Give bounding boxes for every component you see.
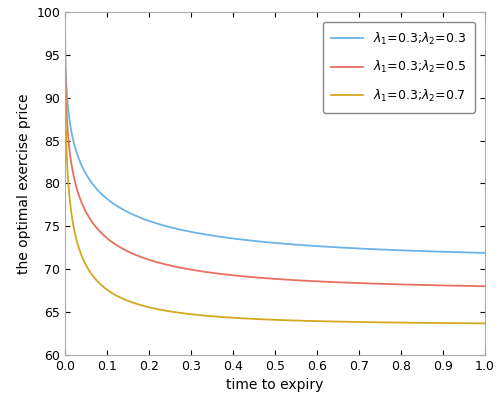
Line: $\lambda_1$=0.3;$\lambda_2$=0.5: $\lambda_1$=0.3;$\lambda_2$=0.5 xyxy=(65,12,485,286)
$\lambda_1$=0.3;$\lambda_2$=0.5 xyxy=(470,284,476,289)
$\lambda_1$=0.3;$\lambda_2$=0.5 xyxy=(470,284,476,289)
$\lambda_1$=0.3;$\lambda_2$=0.7 xyxy=(482,321,488,326)
$\lambda_1$=0.3;$\lambda_2$=0.3 xyxy=(255,239,261,244)
Line: $\lambda_1$=0.3;$\lambda_2$=0.3: $\lambda_1$=0.3;$\lambda_2$=0.3 xyxy=(65,12,485,253)
$\lambda_1$=0.3;$\lambda_2$=0.5 xyxy=(482,284,488,289)
$\lambda_1$=0.3;$\lambda_2$=0.7 xyxy=(470,321,476,326)
$\lambda_1$=0.3;$\lambda_2$=0.7 xyxy=(255,317,261,322)
$\lambda_1$=0.3;$\lambda_2$=0.5 xyxy=(392,282,398,287)
Legend: $\lambda_1$=0.3;$\lambda_2$=0.3, $\lambda_1$=0.3;$\lambda_2$=0.5, $\lambda_1$=0.: $\lambda_1$=0.3;$\lambda_2$=0.3, $\lambd… xyxy=(322,22,474,112)
X-axis label: time to expiry: time to expiry xyxy=(226,378,324,392)
$\lambda_1$=0.3;$\lambda_2$=0.5 xyxy=(84,210,89,215)
$\lambda_1$=0.3;$\lambda_2$=0.3 xyxy=(84,172,89,177)
$\lambda_1$=0.3;$\lambda_2$=0.3 xyxy=(482,251,488,256)
Line: $\lambda_1$=0.3;$\lambda_2$=0.7: $\lambda_1$=0.3;$\lambda_2$=0.7 xyxy=(65,12,485,323)
$\lambda_1$=0.3;$\lambda_2$=0.5 xyxy=(266,276,272,281)
$\lambda_1$=0.3;$\lambda_2$=0.3 xyxy=(470,250,476,255)
$\lambda_1$=0.3;$\lambda_2$=0.7 xyxy=(266,317,272,322)
$\lambda_1$=0.3;$\lambda_2$=0.7 xyxy=(84,264,89,268)
$\lambda_1$=0.3;$\lambda_2$=0.5 xyxy=(255,275,261,280)
$\lambda_1$=0.3;$\lambda_2$=0.7 xyxy=(470,321,476,326)
$\lambda_1$=0.3;$\lambda_2$=0.3 xyxy=(62,10,68,15)
$\lambda_1$=0.3;$\lambda_2$=0.5 xyxy=(62,10,68,15)
$\lambda_1$=0.3;$\lambda_2$=0.3 xyxy=(392,248,398,253)
Y-axis label: the optimal exercise price: the optimal exercise price xyxy=(16,93,30,274)
$\lambda_1$=0.3;$\lambda_2$=0.3 xyxy=(470,250,476,255)
$\lambda_1$=0.3;$\lambda_2$=0.7 xyxy=(62,10,68,15)
$\lambda_1$=0.3;$\lambda_2$=0.3 xyxy=(266,240,272,245)
$\lambda_1$=0.3;$\lambda_2$=0.7 xyxy=(392,320,398,325)
